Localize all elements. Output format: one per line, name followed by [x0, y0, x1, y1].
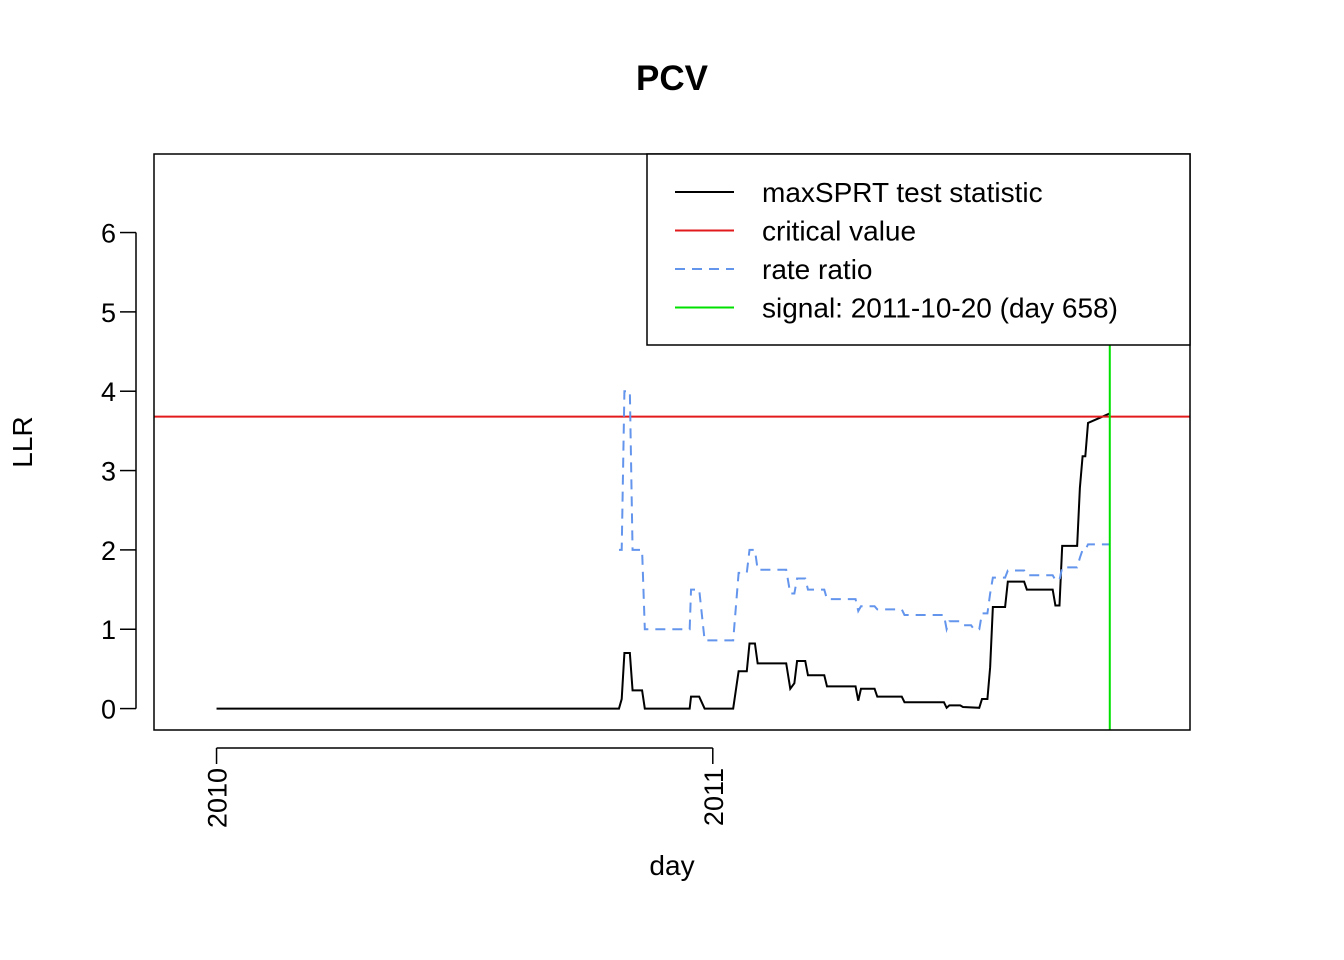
x-tick-label-0: 2010 — [203, 768, 233, 828]
x-axis-label: day — [649, 850, 694, 881]
legend-box — [646, 153, 1191, 346]
series-line-2 — [618, 390, 1110, 642]
y-tick-label-6: 6 — [101, 219, 116, 249]
y-tick-label-4: 4 — [101, 377, 116, 407]
x-axis: 2010 2011 — [203, 747, 729, 828]
y-tick-label-2: 2 — [101, 536, 116, 566]
y-axis: 0 1 2 3 4 5 6 — [101, 219, 137, 725]
legend-label-1: critical value — [762, 216, 916, 247]
y-tick-label-3: 3 — [101, 457, 116, 487]
legend-label-3: signal: 2011-10-20 (day 658) — [762, 293, 1118, 324]
legend-label-0: maxSPRT test statistic — [762, 177, 1043, 208]
x-tick-label-1: 2011 — [699, 768, 729, 826]
y-axis-label: LLR — [7, 416, 38, 467]
y-tick-label-5: 5 — [101, 298, 116, 328]
legend: maxSPRT test statistic critical value rate… — [646, 153, 1191, 346]
legend-label-2: rate ratio — [762, 254, 873, 285]
series-line-0 — [216, 412, 1111, 710]
chart-title: PCV — [636, 59, 709, 98]
y-tick-label-0: 0 — [101, 695, 116, 725]
y-tick-label-1: 1 — [101, 615, 116, 645]
